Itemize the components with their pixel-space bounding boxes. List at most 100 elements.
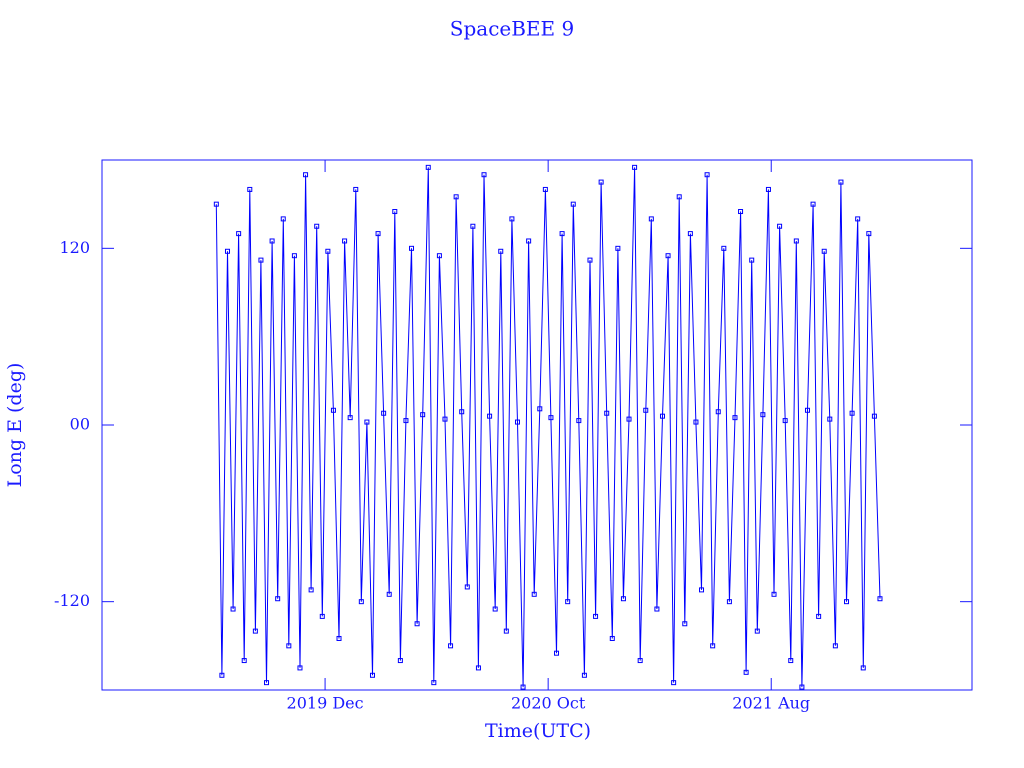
data-point [425,164,431,170]
data-point [264,680,270,686]
data-point [799,684,805,690]
data-point [827,416,833,422]
data-point [336,635,342,641]
data-point [470,223,476,229]
data-point [637,658,643,664]
data-point [693,419,699,425]
data-point [866,231,872,237]
data-point [860,665,866,671]
data-point [743,669,749,675]
data-line [215,167,881,688]
data-point [732,415,738,421]
data-point [303,172,309,178]
data-point [816,613,822,619]
data-point [414,621,420,627]
data-point [498,248,504,254]
data-point [442,416,448,422]
data-point [509,216,515,222]
data-point [855,216,861,222]
data-point [397,658,403,664]
data-point [319,613,325,619]
data-point [475,665,481,671]
data-point [297,665,303,671]
data-point [213,201,219,207]
data-point [526,238,532,244]
data-point [269,238,275,244]
data-point [308,587,314,593]
data-point [665,253,671,259]
data-point [409,245,415,251]
data-point [487,413,493,419]
data-point [704,172,710,178]
data-point [492,606,498,612]
data-point [459,409,465,415]
data-point [648,216,654,222]
data-point [765,186,771,192]
data-point [659,413,665,419]
data-point [330,407,336,413]
data-point [448,643,454,649]
data-point [754,628,760,634]
data-point [810,201,816,207]
data-point [749,257,755,263]
y-tick-label: -120 [54,591,90,610]
y-axis-label: Long E (deg) [4,363,26,488]
data-point [676,194,682,200]
data-point [721,245,727,251]
data-point [464,584,470,590]
data-point [771,591,777,597]
data-point [481,172,487,178]
data-point [291,253,297,259]
data-point [877,596,883,602]
data-point [804,407,810,413]
data-point [252,628,258,634]
data-point [654,606,660,612]
data-point [726,599,732,605]
data-point [581,672,587,678]
data-point [832,643,838,649]
data-point [236,231,242,237]
data-point [587,257,593,263]
data-point [682,621,688,627]
chart-title: SpaceBEE 9 [450,17,574,41]
data-point [453,194,459,200]
data-point [514,419,520,425]
data-point [386,591,392,597]
data-point [788,658,794,664]
x-axis-label: Time(UTC) [485,720,591,742]
data-point [598,179,604,185]
data-point [520,684,526,690]
y-tick-label: 120 [59,238,90,257]
data-point [224,248,230,254]
data-point [760,412,766,418]
data-point [431,680,437,686]
data-point [392,209,398,215]
data-point [358,599,364,605]
data-point [777,223,783,229]
data-point [325,248,331,254]
data-point [710,643,716,649]
data-point [632,164,638,170]
data-point [849,410,855,416]
data-point [375,231,381,237]
data-point [364,419,370,425]
data-point [620,596,626,602]
data-point [537,406,543,412]
data-point [275,596,281,602]
data-point [353,186,359,192]
data-point [531,591,537,597]
data-point [542,186,548,192]
y-tick-label: 00 [70,415,90,434]
data-point [286,643,292,649]
data-point [554,650,560,656]
data-point [565,599,571,605]
data-point [738,209,744,215]
data-point [503,628,509,634]
data-point [838,179,844,185]
data-point [436,253,442,259]
data-point [821,248,827,254]
data-point [403,418,409,424]
data-point [687,231,693,237]
data-point [548,415,554,421]
